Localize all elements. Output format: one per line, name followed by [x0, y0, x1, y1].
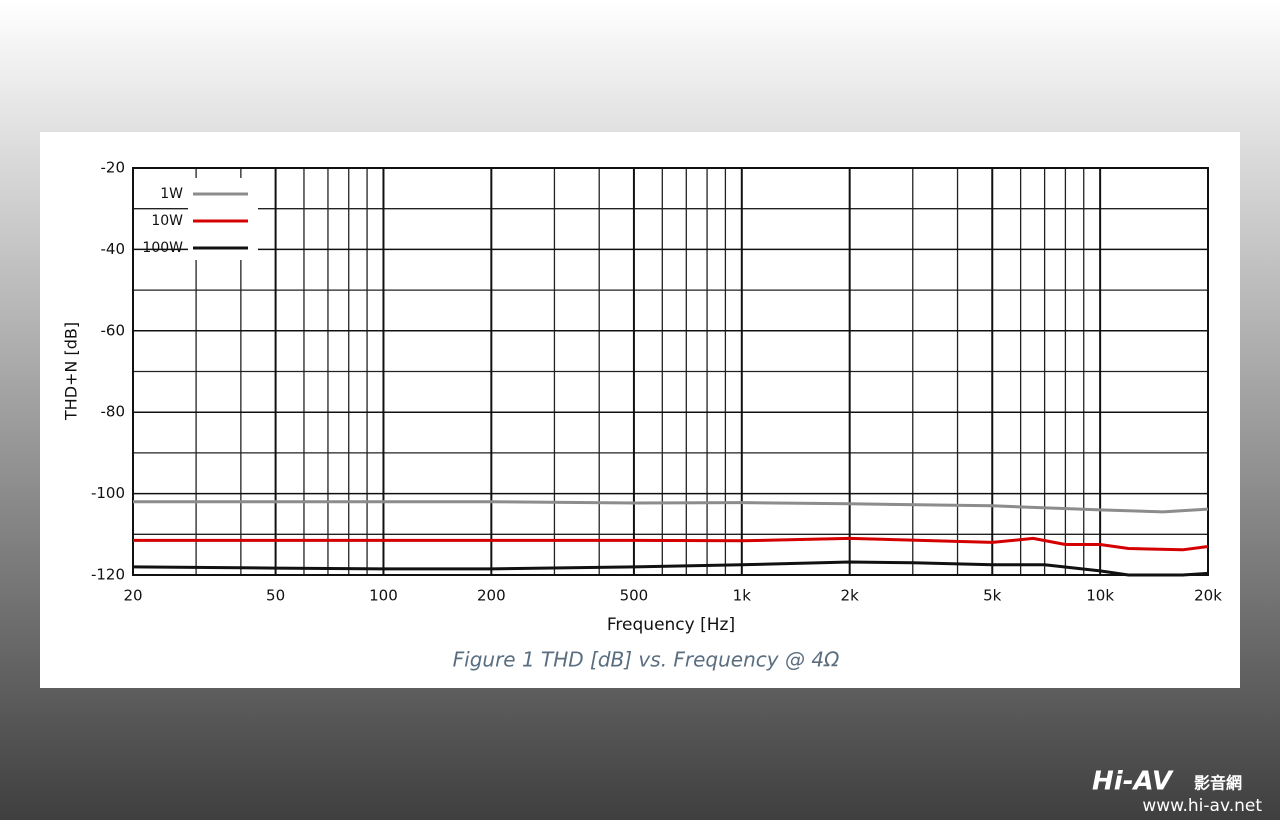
legend-label: 1W [160, 186, 183, 202]
y-tick-label: -80 [101, 403, 126, 421]
y-tick-label: -40 [101, 240, 126, 258]
y-tick-label: -120 [91, 566, 125, 584]
y-tick-label: -20 [101, 159, 126, 177]
x-tick-label: 500 [620, 587, 649, 605]
x-tick-label: 1k [733, 587, 752, 605]
x-tick-label: 5k [983, 587, 1002, 605]
x-tick-label: 50 [266, 587, 285, 605]
legend-label: 10W [151, 213, 183, 229]
chart-caption: Figure 1 THD [dB] vs. Frequency @ 4Ω [453, 648, 840, 672]
watermark-brand: Hi-AV [1092, 767, 1174, 797]
x-tick-label: 200 [477, 587, 506, 605]
series-line [132, 560, 1209, 577]
y-axis-label: THD+N [dB] [62, 322, 81, 421]
legend-box [188, 178, 258, 260]
x-tick-label: 100 [369, 587, 398, 605]
series-line [133, 536, 1209, 552]
plot: -20 -40 -60 -80 -100 -120 20 50 100 200 500 1k 2k 5k 1… [91, 159, 1222, 605]
x-tick-label: 2k [841, 587, 860, 605]
x-tick-label: 20k [1194, 587, 1222, 605]
watermark-brand-cn: 影音網 [1194, 774, 1242, 793]
y-tick-label: -60 [101, 321, 126, 339]
plot-border [132, 167, 1209, 576]
y-tick-label: -100 [91, 484, 125, 502]
x-axis-label: Frequency [Hz] [607, 615, 735, 635]
series-line [133, 500, 1209, 514]
legend-label: 100W [142, 240, 183, 256]
x-tick-label: 10k [1086, 587, 1114, 605]
x-tick-label: 20 [123, 587, 142, 605]
watermark-url: www.hi-av.net [1142, 796, 1262, 816]
